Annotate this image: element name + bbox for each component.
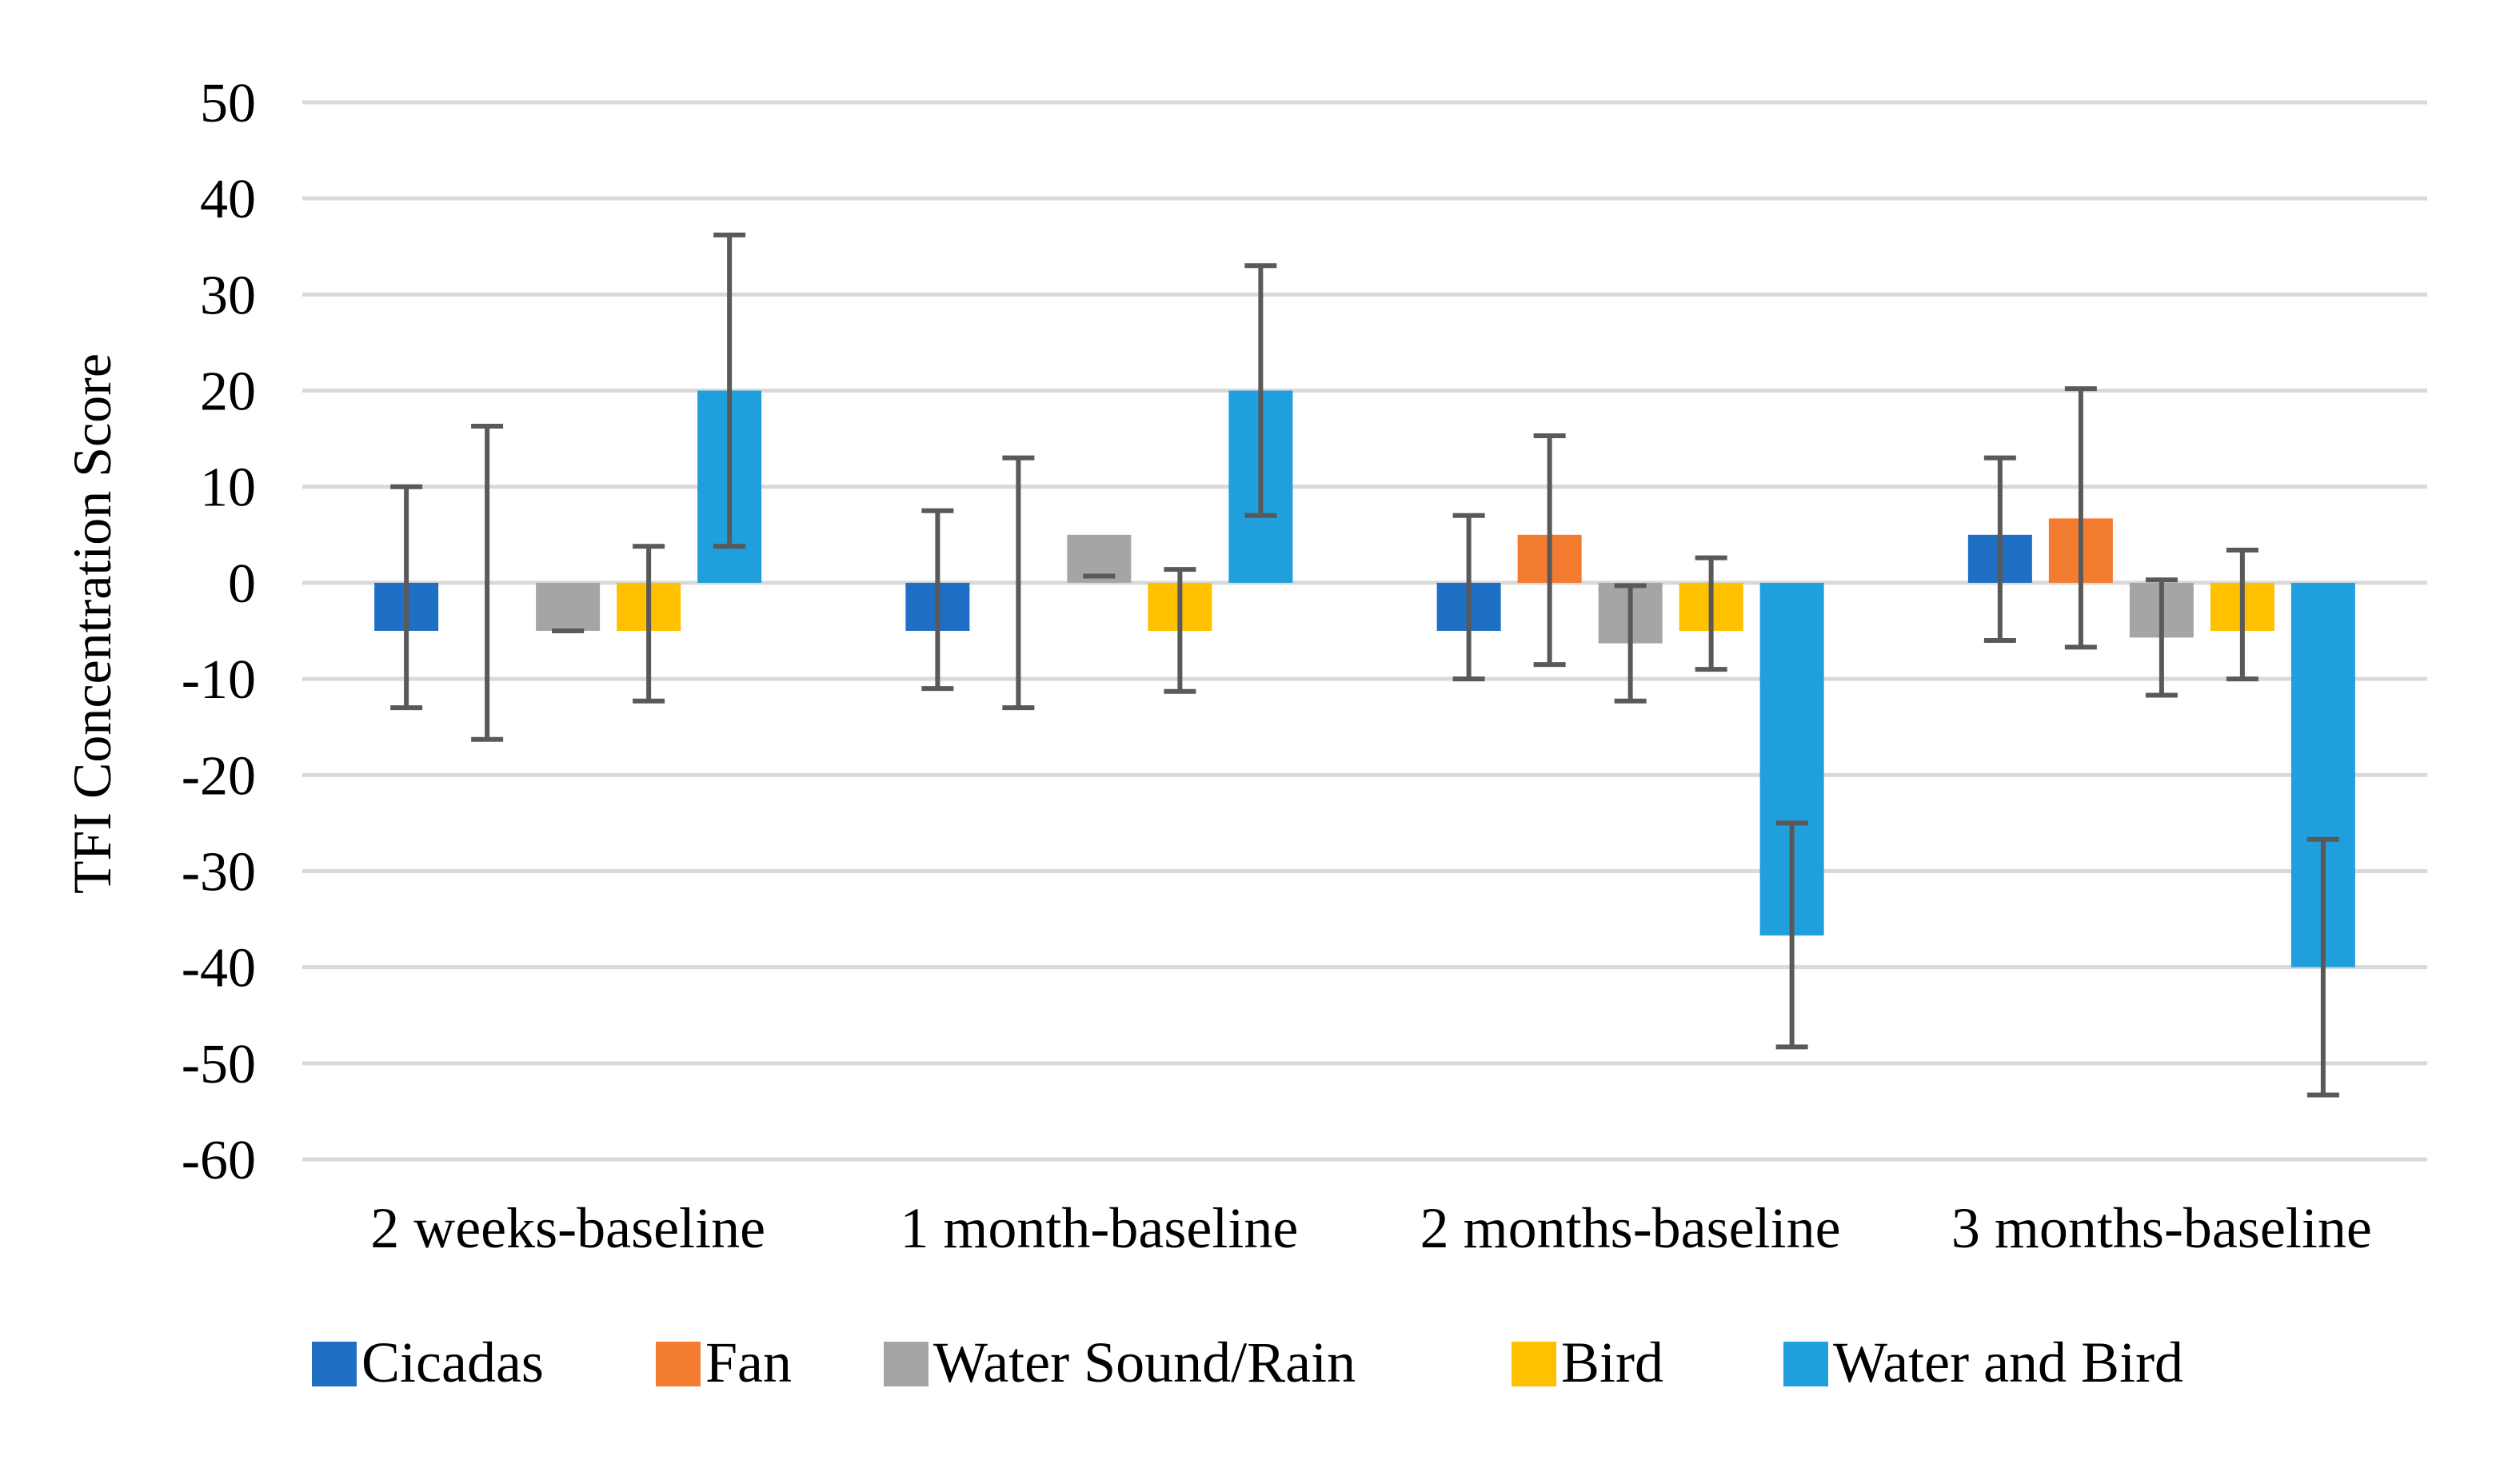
error-bar — [1695, 555, 1727, 672]
legend-label: Water and Bird — [1833, 1330, 2183, 1394]
y-tick-label: -40 — [182, 938, 256, 999]
legend-swatch — [312, 1342, 357, 1386]
error-bar — [471, 424, 504, 742]
error-bar — [1244, 263, 1277, 518]
legend: Cicadas Fan Water Sound/Rain Bird Water and … — [312, 1330, 2183, 1394]
error-bar — [2064, 386, 2097, 650]
error-bar — [1452, 513, 1485, 682]
y-tick-label: -30 — [182, 841, 256, 903]
y-tick-label: 20 — [200, 361, 256, 423]
y-tick-label: -10 — [182, 649, 256, 711]
x-category-label: 2 weeks-baseline — [370, 1196, 765, 1260]
error-bar — [1614, 583, 1647, 704]
legend-swatch — [884, 1342, 929, 1386]
x-category-label: 1 month-baseline — [900, 1196, 1298, 1260]
legend-item: Water Sound/Rain — [884, 1330, 1356, 1394]
legend-label: Water Sound/Rain — [933, 1330, 1356, 1394]
y-tick-label: -50 — [182, 1034, 256, 1095]
error-bar — [1002, 455, 1035, 711]
error-bar — [713, 232, 746, 549]
legend-swatch — [1512, 1342, 1556, 1386]
legend-item: Cicadas — [312, 1330, 544, 1394]
error-bar — [1533, 433, 1566, 668]
y-axis-title: TFI Concentration Score — [62, 353, 122, 894]
error-bar — [2306, 836, 2339, 1098]
legend-item: Bird — [1512, 1330, 1663, 1394]
x-category-label: 2 months-baseline — [1420, 1196, 1841, 1260]
y-axis-ticks: 50 40 30 20 10 0 -10 -20 -30 -40 -50 -60 — [182, 73, 256, 1191]
y-tick-label: 40 — [200, 169, 256, 230]
y-tick-label: -60 — [182, 1130, 256, 1191]
y-tick-label: 30 — [200, 265, 256, 326]
error-bar — [2226, 548, 2258, 682]
y-tick-label: 50 — [200, 73, 256, 134]
y-tick-label: 0 — [228, 553, 256, 615]
error-bar — [2145, 577, 2178, 698]
legend-label: Cicadas — [361, 1330, 544, 1394]
legend-label: Bird — [1561, 1330, 1663, 1394]
y-tick-label: 10 — [200, 457, 256, 519]
x-category-label: 3 months-baseline — [1951, 1196, 2372, 1260]
legend-swatch — [1783, 1342, 1828, 1386]
legend-label: Fan — [705, 1330, 792, 1394]
error-bar — [1775, 820, 1808, 1050]
error-bar — [633, 544, 665, 704]
error-bar — [1983, 455, 2016, 644]
legend-item: Water and Bird — [1783, 1330, 2183, 1394]
legend-swatch — [656, 1342, 701, 1386]
legend-item: Fan — [656, 1330, 792, 1394]
error-bars — [390, 232, 2339, 1098]
bar — [536, 582, 601, 631]
error-bar — [1164, 567, 1196, 694]
error-bar — [921, 508, 954, 692]
x-axis-categories: 2 weeks-baseline 1 month-baseline 2 months… — [370, 1196, 2372, 1260]
error-bar — [390, 484, 423, 711]
y-tick-label: -20 — [182, 745, 256, 807]
